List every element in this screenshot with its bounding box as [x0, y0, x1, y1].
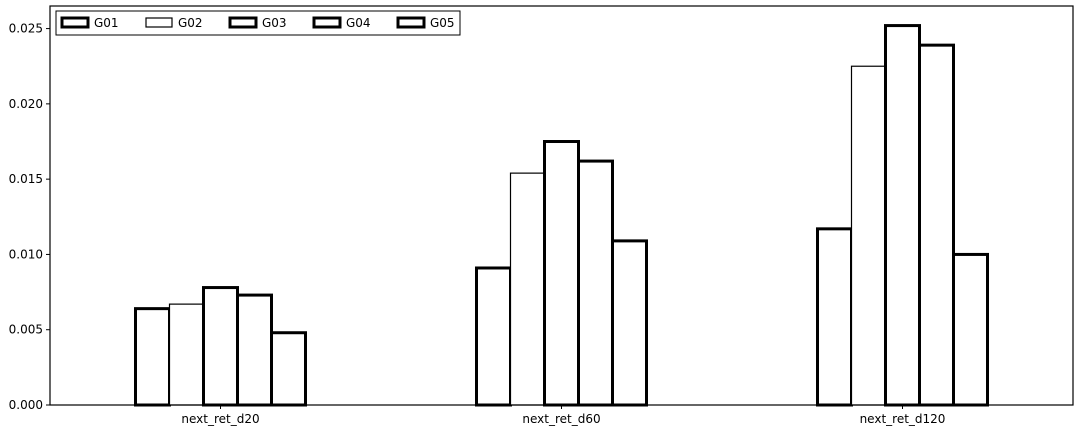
bar-g02-next-ret-d60 [509, 172, 546, 406]
bar-g03-next-ret-d120 [884, 24, 921, 407]
legend-label-g02: G02 [178, 16, 203, 30]
y-tick-label: 0.000 [9, 398, 43, 412]
bar-g01-next-ret-d20 [134, 307, 171, 407]
legend-label-g04: G04 [346, 16, 371, 30]
legend-box [55, 10, 461, 36]
legend-swatch-g04 [312, 16, 342, 29]
bar-g05-next-ret-d120 [952, 252, 989, 407]
bar-g01-next-ret-d60 [475, 266, 512, 407]
bar-g05-next-ret-d20 [270, 331, 307, 407]
legend-label-g03: G03 [262, 16, 287, 30]
bar-g04-next-ret-d60 [577, 159, 614, 407]
y-tick-label: 0.005 [9, 323, 43, 337]
x-tick-label: next_ret_d20 [181, 412, 259, 426]
bar-g01-next-ret-d120 [816, 227, 853, 407]
bar-g04-next-ret-d20 [236, 293, 273, 407]
y-tick-label: 0.025 [9, 22, 43, 36]
y-tick-label: 0.020 [9, 97, 43, 111]
x-tick-label: next_ret_d120 [860, 412, 946, 426]
legend-label-g01: G01 [94, 16, 119, 30]
y-tick-label: 0.015 [9, 172, 43, 186]
y-tick-label: 0.010 [9, 247, 43, 261]
bar-g03-next-ret-d60 [543, 140, 580, 407]
legend-label-g05: G05 [430, 16, 455, 30]
legend-swatch-g02 [145, 17, 173, 28]
legend-swatch-g01 [60, 16, 90, 29]
legend: G01 G02 G03 G04 G05 [55, 10, 461, 36]
bar-g05-next-ret-d60 [611, 239, 648, 407]
bar-g02-next-ret-d120 [850, 65, 887, 406]
axes-layer: 0.000 0.005 0.010 0.015 0.020 0.025 next_ret_d… [9, 5, 1074, 426]
x-tick-label: next_ret_d60 [522, 412, 600, 426]
bars-layer [134, 24, 989, 407]
bar-g02-next-ret-d20 [168, 303, 205, 406]
bar-g03-next-ret-d20 [202, 286, 239, 407]
bar-g04-next-ret-d120 [918, 43, 955, 407]
legend-swatch-g05 [396, 16, 426, 29]
legend-swatch-g03 [228, 16, 258, 29]
